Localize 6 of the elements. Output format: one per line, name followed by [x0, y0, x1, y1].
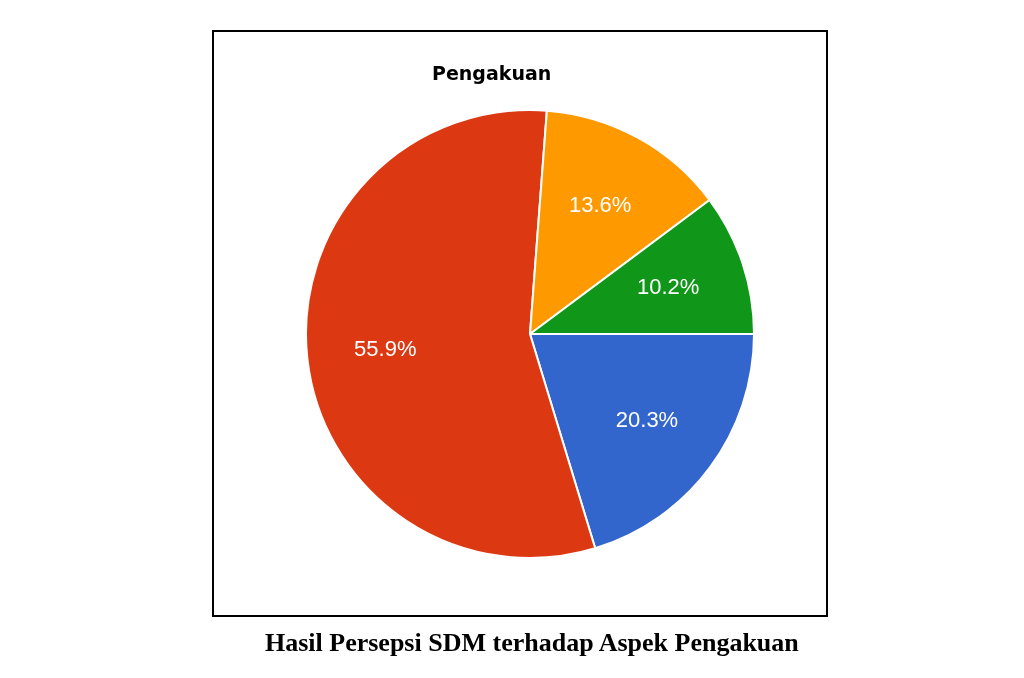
data-label: 13.6%	[568, 192, 632, 218]
text: Hasil Persepsi SDM terhadap Aspek Pengakuan	[265, 628, 799, 658]
data-label: 10.2%	[636, 274, 700, 300]
data-label: 55.9%	[354, 336, 417, 362]
chart-title: Pengakuan	[432, 62, 552, 84]
data-label: 20.3%	[615, 406, 679, 432]
